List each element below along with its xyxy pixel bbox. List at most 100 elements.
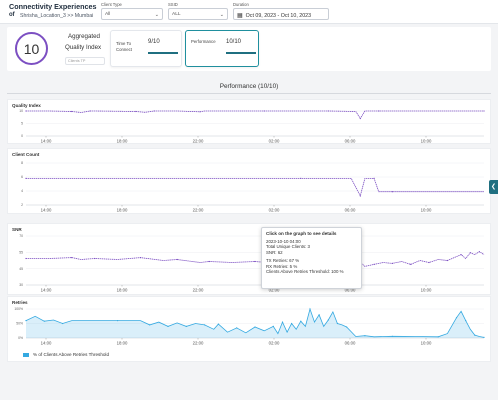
data-point bbox=[25, 177, 27, 179]
data-point bbox=[336, 322, 338, 325]
card-progress-bar bbox=[148, 52, 178, 54]
x-tick-label: 02:00 bbox=[269, 208, 280, 213]
data-point bbox=[25, 257, 27, 260]
y-tick-label: 70 bbox=[19, 234, 23, 238]
data-point bbox=[373, 263, 375, 265]
x-tick-label: 14:00 bbox=[41, 341, 52, 346]
data-point bbox=[281, 321, 284, 323]
data-point bbox=[89, 110, 91, 112]
x-tick-label: 22:00 bbox=[193, 139, 204, 144]
data-point bbox=[139, 257, 142, 259]
x-tick-label: 14:00 bbox=[41, 288, 52, 293]
retries-legend[interactable]: % of Clients Above Retries Threshold bbox=[23, 352, 109, 357]
data-point bbox=[309, 308, 311, 310]
snr-panel[interactable]: SNR 70 55 45 30 14:00 18:00 22:00 02:00 06:00 10:… bbox=[7, 223, 491, 295]
x-tick-label: 06:00 bbox=[345, 341, 356, 346]
data-point bbox=[428, 261, 430, 264]
data-point bbox=[176, 258, 178, 261]
duration-picker[interactable]: ▦ Oct 09, 2023 - Oct 10, 2023 bbox=[233, 8, 329, 20]
data-point bbox=[359, 195, 361, 197]
clients-filter-input[interactable]: Clients TP bbox=[65, 57, 105, 65]
data-point bbox=[483, 336, 485, 338]
chart-tooltip: Click on the graph to see details 2023-1… bbox=[261, 227, 362, 289]
data-point bbox=[378, 110, 380, 112]
data-point bbox=[236, 327, 238, 329]
y-tick-label: 6 bbox=[21, 175, 23, 179]
aggregated-label: Aggregated bbox=[68, 33, 100, 40]
y-tick-label: 10 bbox=[19, 109, 23, 113]
y-tick-label: 30 bbox=[19, 283, 23, 287]
performance-card[interactable]: Performance 10/10 bbox=[185, 30, 259, 67]
tooltip-tx-retries: TX Retries: 67 % bbox=[266, 258, 300, 264]
data-point bbox=[153, 110, 155, 112]
legend-label: % of Clients Above Retries Threshold bbox=[33, 352, 110, 357]
chart-title: Client Count bbox=[12, 152, 40, 157]
chevron-left-icon[interactable]: ❮ bbox=[489, 180, 498, 194]
data-point bbox=[327, 319, 329, 321]
series-line bbox=[26, 178, 484, 198]
client-count-panel[interactable]: Client Count 8 6 4 2 14:00 18:00 22:00 02:00 06:… bbox=[7, 148, 491, 214]
client-type-value: All bbox=[105, 12, 111, 17]
x-tick-label: 22:00 bbox=[193, 208, 204, 213]
data-point bbox=[167, 325, 169, 327]
x-tick-label: 14:00 bbox=[41, 208, 52, 213]
x-tick-label: 22:00 bbox=[193, 288, 204, 293]
series-line bbox=[26, 110, 484, 120]
data-point bbox=[135, 110, 137, 113]
data-point bbox=[25, 110, 27, 112]
card-value: 9/10 bbox=[148, 39, 160, 45]
tooltip-rx-retries: RX Retries: 5 % bbox=[266, 263, 298, 269]
chart-title: Quality Index bbox=[12, 103, 41, 108]
page-title: Connectivity Experiences bbox=[9, 2, 97, 11]
x-tick-label: 02:00 bbox=[269, 288, 280, 293]
data-point bbox=[254, 326, 256, 328]
series-area bbox=[26, 309, 484, 338]
y-tick-label: 4 bbox=[21, 189, 23, 193]
data-point bbox=[483, 110, 485, 112]
client-type-select[interactable]: All ⌄ bbox=[101, 8, 163, 20]
x-tick-label: 18:00 bbox=[117, 208, 128, 213]
x-tick-label: 02:00 bbox=[269, 139, 280, 144]
data-point bbox=[208, 260, 210, 263]
data-point bbox=[373, 177, 375, 179]
data-point bbox=[300, 320, 302, 322]
ssid-select[interactable]: ALL ⌄ bbox=[168, 8, 228, 20]
data-point bbox=[474, 334, 476, 336]
retries-chart[interactable]: 100% 50% 0% 14:00 18:00 22:00 02:00 06:00 10:00 bbox=[8, 297, 492, 347]
retries-panel[interactable]: Retries 100% 50% 0% 14:00 18:00 22:00 02:00 06:… bbox=[7, 296, 491, 362]
data-point bbox=[359, 117, 361, 120]
top-header: Connectivity Experiences of Shrisha_Loca… bbox=[0, 0, 498, 24]
data-point bbox=[300, 177, 302, 179]
x-tick-label: 18:00 bbox=[117, 139, 128, 144]
y-tick-label: 8 bbox=[21, 161, 23, 165]
chart-title: Retries bbox=[12, 300, 28, 305]
time-to-connect-card[interactable]: Time To Connect 9/10 bbox=[110, 30, 182, 67]
performance-heading: Performance (10/10) bbox=[219, 83, 279, 90]
quality-index-chart[interactable]: 10 5 0 14:00 18:00 22:00 02:00 06:00 10:00 bbox=[8, 100, 492, 145]
card-progress-bar bbox=[226, 52, 256, 54]
tooltip-clients-above: Clients Above Retries Threshold: 100 % bbox=[266, 269, 344, 275]
data-point bbox=[43, 320, 45, 322]
quality-index-panel[interactable]: Quality Index 10 5 0 14:00 18:00 22:00 02:00 06… bbox=[7, 99, 491, 144]
data-point bbox=[204, 324, 206, 326]
client-count-chart[interactable]: 8 6 4 2 14:00 18:00 22:00 02:00 06:00 10:00 bbox=[8, 149, 492, 215]
ssid-label: SSID bbox=[168, 2, 178, 7]
data-point bbox=[71, 257, 73, 259]
x-tick-label: 18:00 bbox=[117, 341, 128, 346]
y-tick-label: 55 bbox=[19, 251, 23, 255]
data-point bbox=[437, 336, 439, 338]
x-tick-label: 02:00 bbox=[269, 341, 280, 346]
data-point bbox=[455, 317, 458, 319]
x-tick-label: 10:00 bbox=[421, 208, 432, 213]
card-title: Time To Connect bbox=[116, 41, 133, 52]
x-tick-label: 06:00 bbox=[345, 288, 356, 293]
location-breadcrumb[interactable]: Shrisha_Location_3 >> Mumbai bbox=[20, 12, 94, 19]
ssid-value: ALL bbox=[172, 12, 181, 17]
snr-chart[interactable]: 70 55 45 30 14:00 18:00 22:00 02:00 06:00 10:00 bbox=[8, 224, 492, 296]
data-point bbox=[391, 191, 393, 193]
data-point bbox=[94, 257, 96, 260]
tooltip-snr: SNR: 62 bbox=[266, 249, 283, 255]
data-point bbox=[446, 259, 448, 262]
data-point bbox=[391, 262, 393, 264]
data-point bbox=[291, 322, 293, 325]
